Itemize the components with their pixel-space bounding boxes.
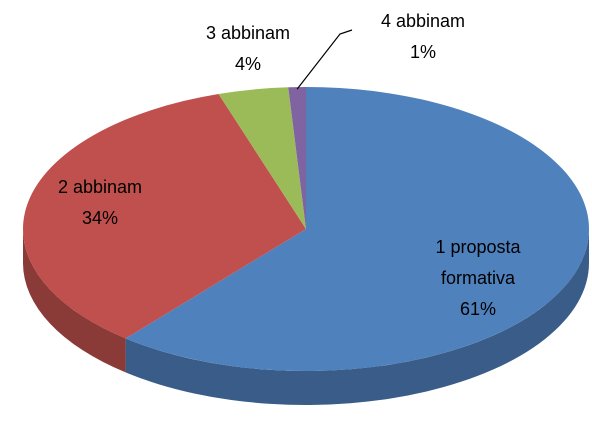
category-label: 3 abbinam xyxy=(205,23,291,43)
data-label: 3 abbinam 4% xyxy=(178,18,318,80)
category-label: 2 abbinam xyxy=(57,177,143,197)
slice xyxy=(288,87,306,229)
data-label: 2 abbinam 34% xyxy=(30,172,170,234)
slice xyxy=(218,87,306,229)
data-label: 1 proposta formativa 61% xyxy=(423,232,533,325)
category-label: 4 abbinam xyxy=(380,11,466,31)
leader-line xyxy=(296,29,353,90)
value-label: 34% xyxy=(81,208,119,228)
value-label: 61% xyxy=(459,299,497,319)
data-label: 4 abbinam 1% xyxy=(353,6,493,68)
value-label: 1% xyxy=(409,42,436,62)
slice xyxy=(125,87,590,371)
slice xyxy=(23,93,307,339)
slice-side xyxy=(125,229,589,405)
category-label: 1 proposta formativa xyxy=(435,237,521,288)
value-label: 4% xyxy=(234,54,261,74)
slice-side xyxy=(23,229,126,373)
